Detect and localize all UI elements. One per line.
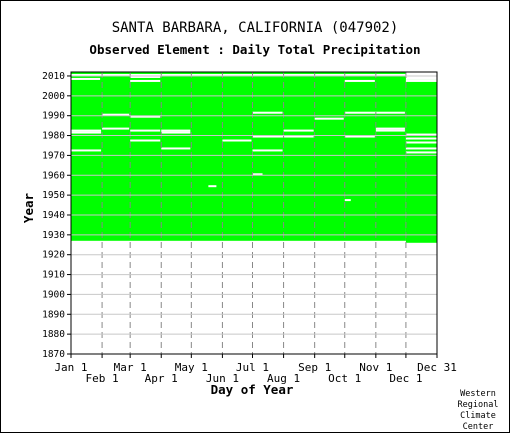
missing-record-mark [375, 127, 405, 130]
missing-record-mark [252, 173, 263, 176]
missing-record-mark [405, 133, 437, 136]
x-tick-label: Nov 1 [359, 361, 392, 374]
missing-record-mark [208, 185, 217, 188]
y-tick-label: 1960 [42, 170, 65, 181]
x-axis-label: Day of Year [211, 382, 294, 397]
missing-record-mark [102, 127, 130, 130]
missing-record-mark [71, 77, 101, 80]
x-tick-label: Apr 1 [145, 372, 178, 385]
y-tick-label: 1870 [42, 349, 65, 360]
missing-record-mark [161, 129, 191, 132]
grid-lines [71, 72, 437, 355]
x-tick-label: Oct 1 [328, 372, 361, 385]
data-coverage-block [71, 72, 406, 241]
x-tick-label: Dec 31 [417, 361, 457, 374]
missing-record-mark [130, 115, 161, 118]
x-tick-label: Sep 1 [298, 361, 331, 374]
missing-record-mark [102, 113, 130, 116]
y-tick-label: 2010 [42, 71, 65, 82]
chart-title: SANTA BARBARA, CALIFORNIA (047902) [111, 20, 399, 36]
missing-record-mark [130, 79, 161, 82]
y-axis-label: Year [21, 192, 36, 223]
x-tick-label: May 1 [175, 361, 208, 374]
missing-record-mark [252, 111, 283, 114]
y-tick-label: 1910 [42, 270, 65, 281]
chart-subtitle: Observed Element : Daily Total Precipita… [89, 42, 421, 57]
y-tick-label: 1990 [42, 111, 65, 122]
y-tick-label: 1970 [42, 150, 65, 161]
missing-record-mark [71, 131, 102, 134]
missing-record-mark [405, 151, 437, 154]
missing-record-mark [344, 199, 351, 202]
missing-record-mark [375, 129, 405, 132]
missing-record-mark [161, 147, 191, 150]
missing-record-mark [405, 147, 437, 150]
missing-record-mark [161, 131, 191, 134]
data-coverage-block [405, 79, 437, 243]
credit-line: Center [462, 422, 494, 432]
y-tick-label: 1940 [42, 210, 65, 221]
x-tick-label: Aug 1 [267, 372, 300, 385]
x-tick-label: Dec 1 [389, 372, 422, 385]
missing-record-mark [130, 129, 161, 132]
y-tick-label: 1880 [42, 329, 65, 340]
missing-record-mark [222, 139, 252, 142]
x-tick-label: Jan 1 [54, 361, 87, 374]
x-tick-label: Jun 1 [206, 372, 239, 385]
y-tick-label: 1950 [42, 190, 65, 201]
missing-record-mark [71, 73, 437, 76]
plot-border [70, 71, 438, 355]
x-tick-label: Mar 1 [114, 361, 147, 374]
credit-line: Regional [457, 400, 499, 410]
missing-record-mark [344, 111, 405, 114]
axes: 1870 1880 1890 1900 1910 1920 1930 1940 1950 1960… [42, 71, 457, 385]
missing-record-mark [344, 135, 375, 138]
credit-line: Western [460, 389, 496, 399]
x-tick-label: Jul 1 [236, 361, 269, 374]
y-tick-label: 1920 [42, 250, 65, 261]
missing-record-mark [314, 117, 344, 120]
missing-record-mark [405, 79, 437, 82]
missing-record-mark [71, 149, 102, 152]
missing-record-mark [71, 129, 102, 132]
missing-record-mark [283, 129, 314, 132]
missing-record-mark [252, 149, 283, 152]
missing-record-mark [130, 75, 161, 78]
y-tick-label: 1930 [42, 230, 65, 241]
plot-area [71, 72, 437, 243]
wrcc-credit: Western Regional Climate Center [448, 389, 508, 433]
missing-record-mark [405, 137, 437, 140]
y-tick-label: 1980 [42, 131, 65, 142]
y-tick-label: 1900 [42, 289, 65, 300]
y-tick-label: 1890 [42, 309, 65, 320]
x-tick-label: Feb 1 [86, 372, 119, 385]
y-tick-label: 2000 [42, 91, 65, 102]
missing-record-mark [252, 135, 314, 138]
missing-record-mark [344, 79, 375, 82]
missing-record-mark [130, 139, 161, 142]
credit-line: Climate [460, 411, 496, 421]
missing-record-mark [405, 141, 437, 144]
